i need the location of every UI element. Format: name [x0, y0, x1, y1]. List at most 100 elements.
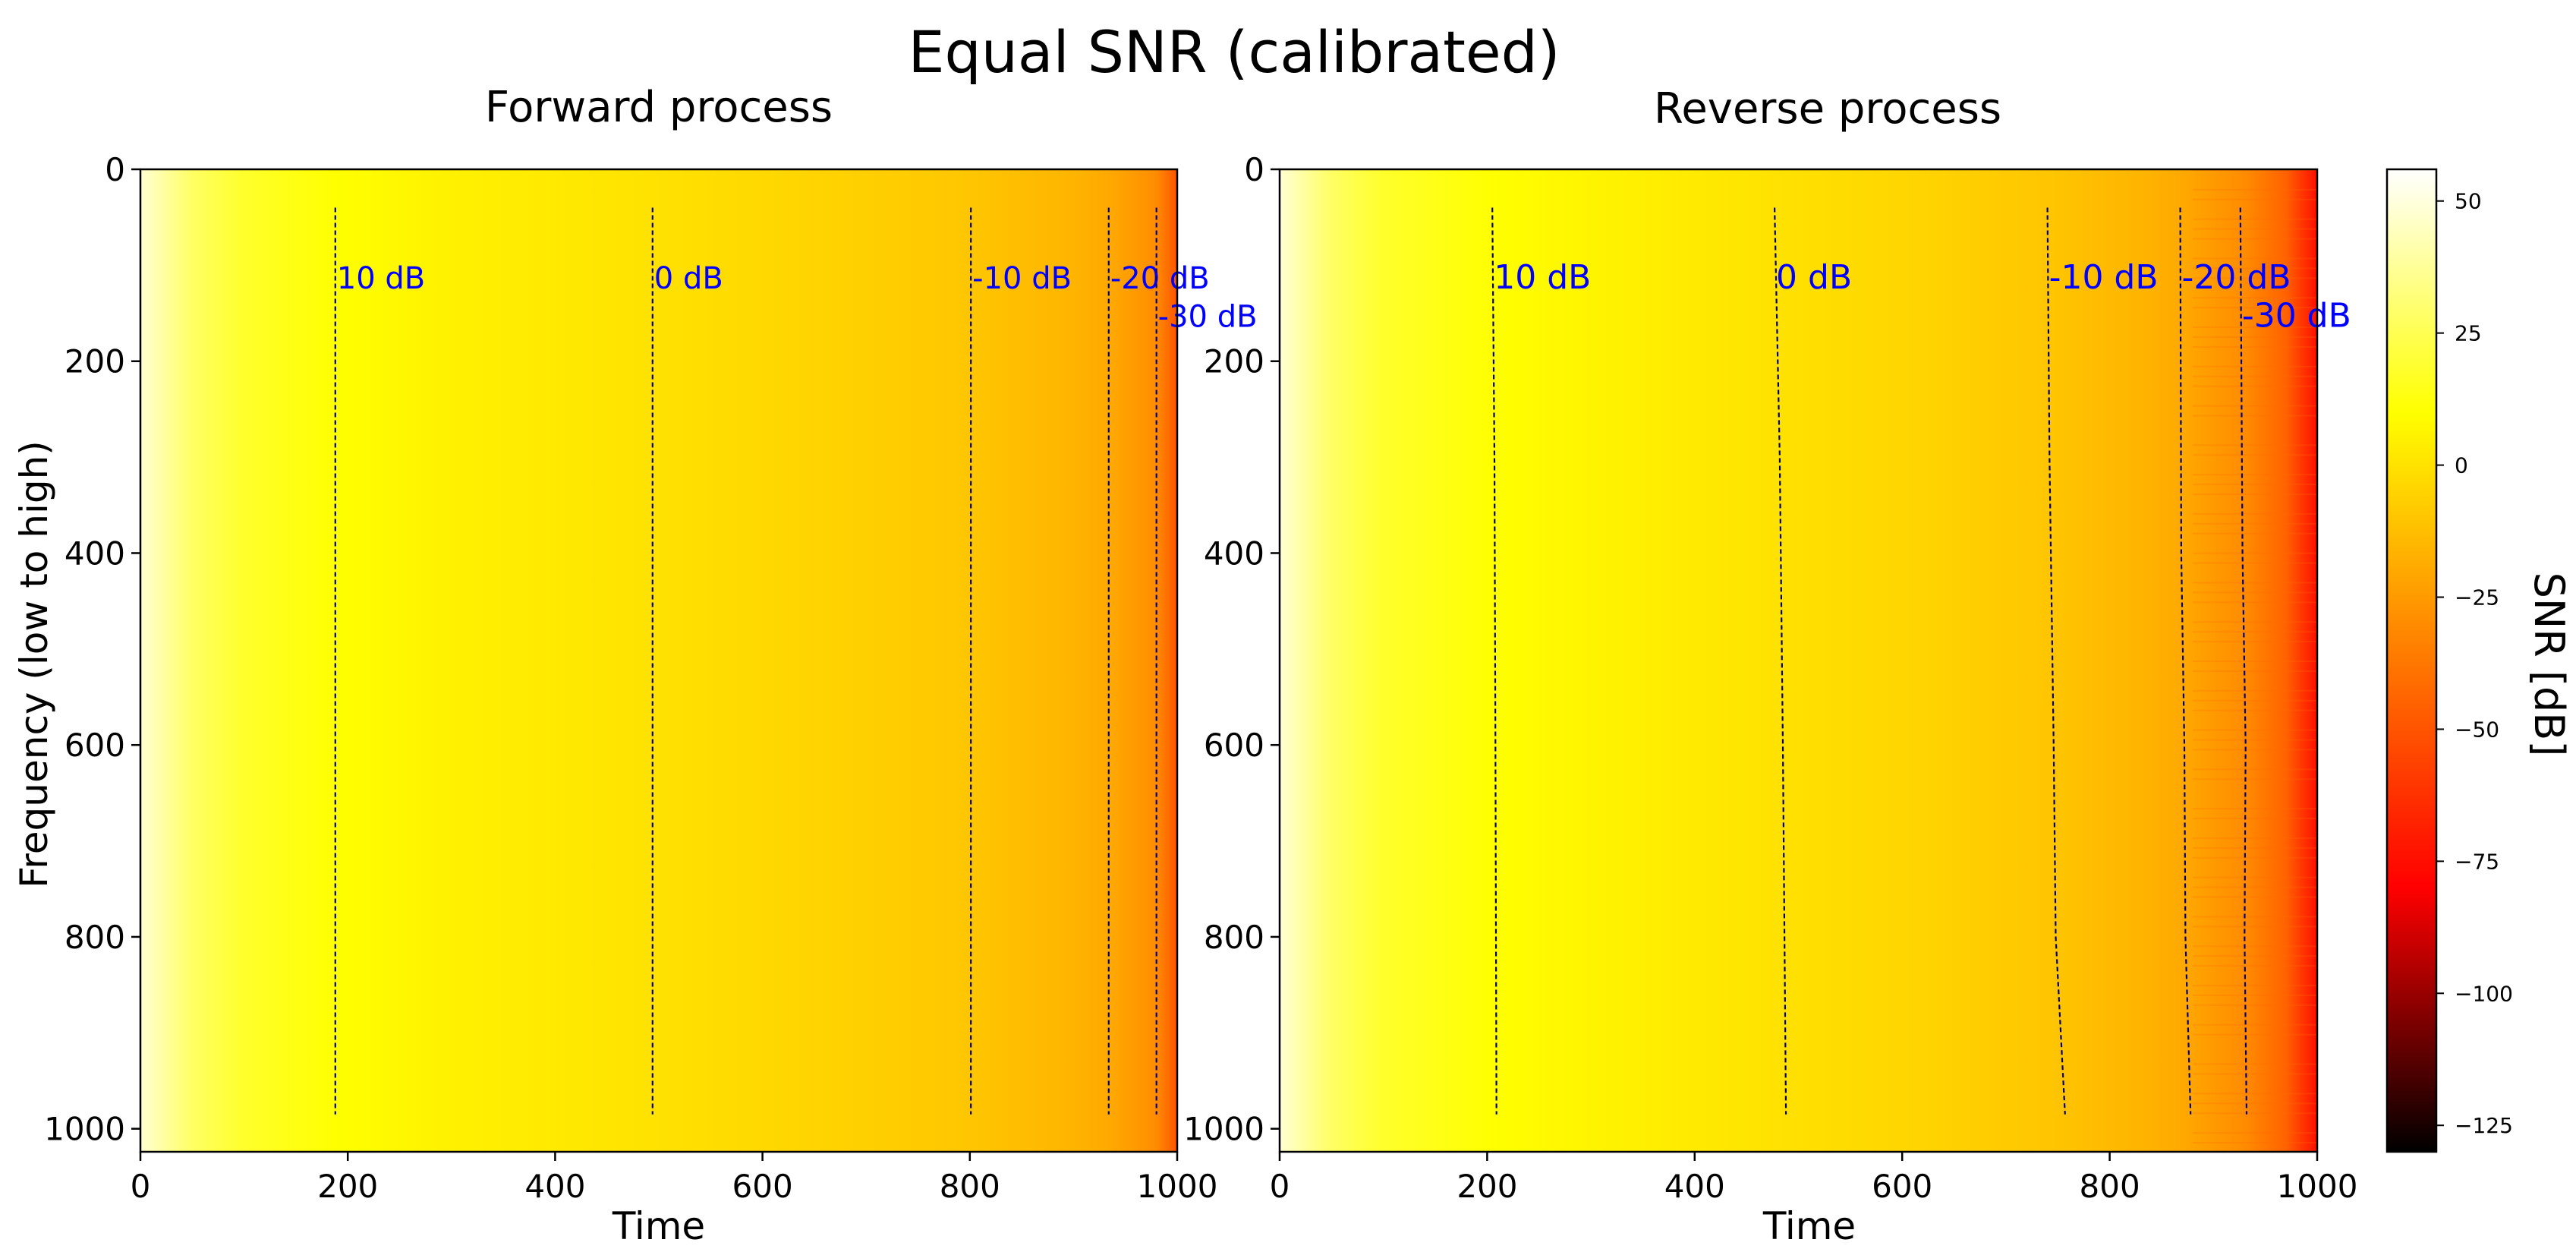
reverse-noise-stripe — [2192, 277, 2317, 279]
colorbar-tick-label: 25 — [2455, 321, 2482, 346]
reverse-contour-line — [2239, 207, 2248, 1115]
reverse-noise-stripe — [2192, 985, 2317, 987]
reverse-contour-label: 0 dB — [1776, 258, 1852, 297]
reverse-noise-stripe — [2192, 709, 2317, 711]
reverse-noise-stripe — [2192, 228, 2317, 230]
reverse-noise-stripe — [2192, 532, 2317, 535]
forward-process-panel: Forward process Time Frequency (low to h… — [12, 83, 1258, 1248]
forward-x-tick-label: 200 — [317, 1168, 378, 1205]
reverse-noise-stripe — [2192, 631, 2317, 633]
forward-axes-frame — [139, 168, 1179, 1153]
reverse-noise-stripe — [2192, 582, 2317, 584]
reverse-noise-stripe — [2192, 1063, 2317, 1065]
reverse-x-axis-label: Time — [1762, 1204, 1856, 1248]
reverse-noise-stripe — [2192, 1102, 2317, 1105]
reverse-x-tick-label: 400 — [1664, 1168, 1725, 1205]
reverse-noise-stripe — [2192, 1112, 2317, 1115]
forward-x-tick-label: 800 — [940, 1168, 1000, 1205]
reverse-contour-label: -30 dB — [2242, 297, 2351, 336]
forward-y-tick-label: 800 — [65, 919, 125, 956]
reverse-noise-stripe — [2192, 307, 2317, 309]
reverse-x-tick-label: 200 — [1456, 1168, 1517, 1205]
reverse-noise-stripe — [2192, 808, 2317, 810]
forward-x-tick-label: 1000 — [1137, 1168, 1218, 1205]
reverse-x-tick-label: 600 — [1872, 1168, 1932, 1205]
reverse-noise-stripe — [2192, 916, 2317, 918]
reverse-noise-stripe — [2192, 444, 2317, 446]
forward-x-tick-label: 400 — [524, 1168, 585, 1205]
reverse-noise-stripe — [2192, 699, 2317, 702]
reverse-noise-stripe — [2192, 896, 2317, 898]
reverse-noise-stripe — [2192, 365, 2317, 367]
reverse-noise-stripe — [2192, 591, 2317, 594]
reverse-contour-label: -20 dB — [2182, 258, 2291, 297]
reverse-noise-stripe — [2192, 1033, 2317, 1036]
forward-heatmap-image — [140, 169, 1177, 1152]
reverse-noise-stripe — [2192, 886, 2317, 888]
reverse-noise-stripe — [2192, 1073, 2317, 1075]
reverse-contour-label: -10 dB — [2049, 258, 2159, 297]
reverse-y-tick-label: 800 — [1204, 919, 1264, 956]
reverse-noise-stripe — [2192, 522, 2317, 525]
forward-y-tick-label: 200 — [65, 343, 125, 380]
reverse-noise-stripe — [2192, 562, 2317, 564]
reverse-contour-line — [2179, 207, 2192, 1115]
colorbar-tick-label: −50 — [2455, 717, 2499, 742]
colorbar-tick-label: −25 — [2455, 585, 2499, 610]
reverse-noise-stripe — [2192, 484, 2317, 486]
reverse-x-tick-label: 800 — [2080, 1168, 2140, 1205]
reverse-noise-stripe — [2192, 257, 2317, 260]
reverse-noise-stripe — [2192, 494, 2317, 496]
reverse-contour-line — [1491, 207, 1497, 1115]
reverse-noise-stripe — [2192, 1023, 2317, 1026]
forward-y-axis-label: Frequency (low to high) — [12, 440, 56, 888]
forward-contour-label: -20 dB — [1110, 261, 1210, 296]
reverse-noise-stripe — [2192, 955, 2317, 957]
reverse-noise-stripe — [2192, 198, 2317, 200]
reverse-noise-stripe — [2192, 474, 2317, 476]
reverse-noise-stripe — [2192, 670, 2317, 672]
reverse-noise-stripe — [2192, 739, 2317, 741]
forward-y-tick-label: 600 — [65, 727, 125, 764]
reverse-contour-label: 10 dB — [1494, 258, 1591, 297]
reverse-noise-stripe — [2192, 837, 2317, 839]
reverse-noise-stripe — [2192, 661, 2317, 662]
figure-suptitle: Equal SNR (calibrated) — [908, 18, 1560, 86]
colorbar-gradient — [2387, 169, 2436, 1152]
reverse-noise-stripe — [2192, 267, 2317, 270]
reverse-noise-stripe — [2192, 994, 2317, 996]
colorbar-tick-label: 0 — [2455, 453, 2468, 478]
reverse-noise-stripe — [2192, 218, 2317, 220]
reverse-noise-stripe — [2192, 768, 2317, 771]
forward-x-tick-label: 600 — [732, 1168, 793, 1205]
reverse-noise-stripe — [2192, 375, 2317, 377]
forward-y-tick-label: 400 — [65, 535, 125, 572]
colorbar-tick-label: −125 — [2455, 1113, 2513, 1138]
reverse-noise-stripe — [2192, 336, 2317, 338]
reverse-noise-stripe — [2192, 876, 2317, 878]
reverse-x-tick-label: 0 — [1270, 1168, 1290, 1205]
reverse-axes-frame — [1278, 168, 2319, 1153]
reverse-noise-stripe — [2192, 621, 2317, 623]
reverse-noise-stripe — [2192, 552, 2317, 554]
reverse-panel-title: Reverse process — [1654, 84, 2001, 134]
reverse-y-tick-label: 1000 — [1183, 1111, 1264, 1148]
reverse-noise-stripe — [2192, 729, 2317, 731]
reverse-y-tick-label: 0 — [1244, 151, 1264, 188]
colorbar-tick-label: −75 — [2455, 849, 2499, 874]
reverse-noise-stripe — [2192, 345, 2317, 348]
reverse-y-tick-label: 400 — [1204, 535, 1264, 572]
reverse-noise-stripe — [2192, 238, 2317, 240]
colorbar-tick-label: 50 — [2455, 189, 2482, 214]
reverse-noise-stripe — [2192, 749, 2317, 751]
reverse-noise-stripe — [2192, 847, 2317, 849]
reverse-noise-stripe — [2192, 385, 2317, 387]
forward-contour-label: -30 dB — [1158, 300, 1258, 335]
forward-x-axis-label: Time — [612, 1204, 705, 1248]
reverse-noise-stripe — [2192, 856, 2317, 859]
reverse-noise-stripe — [2192, 454, 2317, 456]
forward-y-tick-label: 1000 — [44, 1111, 125, 1148]
reverse-noise-stripe — [2192, 945, 2317, 948]
